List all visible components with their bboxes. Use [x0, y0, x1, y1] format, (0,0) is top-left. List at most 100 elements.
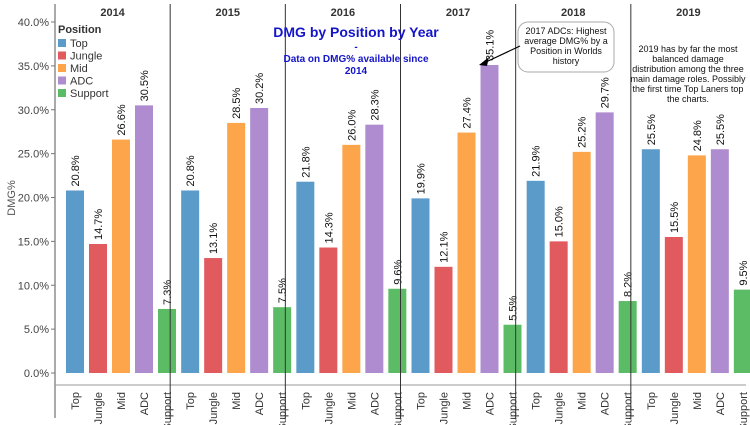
- bar-jungle-2014: [89, 244, 107, 373]
- x-category-label: ADC: [600, 392, 612, 415]
- legend-entry-top: Top: [70, 38, 88, 50]
- year-panel-2019: 2019 25.5% Top 15.5% Jungle 24.8% Mid 25.5% ADC 9…: [630, 4, 750, 425]
- bar-jungle-2016: [319, 247, 338, 373]
- x-category-label: Mid: [116, 392, 128, 410]
- bar-mid-2019: [687, 155, 706, 373]
- chart-subtitle-line-2: Data on DMG% available since: [283, 54, 428, 65]
- year-panel-2017: 2017 19.9% Top 12.1% Jungle 27.4% Mid 35.1% ADC 5…: [400, 4, 522, 425]
- x-category-label: Mid: [577, 392, 589, 410]
- data-label: 26.0%: [346, 109, 358, 140]
- x-category-label: Jungle: [554, 392, 566, 424]
- year-panels: 2014 20.8% Top 14.7% Jungle 26.6% Mid 30.5% ADC 7…: [66, 4, 750, 425]
- x-category-label: ADC: [139, 392, 151, 415]
- legend-entry-jungle: Jungle: [70, 51, 102, 63]
- annotation-2019-line: the charts.: [667, 94, 709, 104]
- x-category-label: Support: [162, 392, 174, 425]
- chart-subtitle-line-3: 2014: [345, 66, 368, 77]
- annotation-2019-line: the first time Top Laners top: [633, 84, 744, 94]
- y-tick-label: 20.0%: [18, 193, 49, 205]
- x-category-label: Top: [416, 392, 428, 410]
- data-label: 28.5%: [231, 88, 243, 119]
- bar-mid-2017: [457, 132, 476, 373]
- panel-year-label: 2014: [100, 7, 125, 19]
- bar-top-2019: [641, 149, 660, 373]
- bar-jungle-2017: [434, 266, 453, 373]
- bar-top-2014: [66, 190, 84, 373]
- legend-swatch-top: [58, 39, 66, 47]
- data-label: 15.0%: [554, 206, 566, 237]
- legend-entry-support: Support: [70, 88, 109, 100]
- x-category-label: Support: [392, 392, 404, 425]
- data-label: 21.9%: [531, 145, 543, 176]
- year-panel-2014: 2014 20.8% Top 14.7% Jungle 26.6% Mid 30.5% ADC 7…: [66, 7, 176, 425]
- data-label: 7.5%: [277, 278, 289, 303]
- bar-adc-2019: [710, 149, 729, 373]
- bar-support-2015: [273, 307, 292, 373]
- bar-mid-2016: [342, 144, 361, 373]
- x-category-label: Mid: [231, 392, 243, 410]
- bar-adc-2014: [135, 105, 153, 374]
- y-tick-label: 30.0%: [18, 105, 49, 117]
- data-label: 29.7%: [600, 77, 612, 108]
- bar-adc-2018: [595, 112, 614, 373]
- x-category-label: Support: [623, 392, 635, 425]
- x-category-label: Jungle: [669, 392, 681, 424]
- x-category-label: Top: [531, 392, 543, 410]
- data-label: 25.5%: [646, 114, 658, 145]
- annotation-2017-line: average DMG% by a: [524, 36, 608, 46]
- annotation-arrow-head: [479, 57, 489, 66]
- data-label: 13.1%: [208, 223, 220, 254]
- bar-adc-2016: [365, 124, 384, 373]
- panel-year-label: 2019: [676, 7, 700, 19]
- data-label: 27.4%: [462, 97, 474, 128]
- bar-support-2019: [733, 289, 750, 373]
- bar-jungle-2018: [549, 241, 568, 373]
- y-axis-label: DMG%: [6, 180, 18, 216]
- data-label: 20.8%: [70, 155, 82, 186]
- data-label: 20.8%: [185, 155, 197, 186]
- bar-mid-2018: [572, 151, 591, 373]
- legend-swatch-jungle: [58, 51, 66, 60]
- x-category-label: ADC: [485, 392, 497, 415]
- bar-top-2018: [526, 180, 545, 373]
- x-category-label: Top: [646, 392, 658, 410]
- data-label: 25.2%: [577, 116, 589, 147]
- annotation-2017-line: 2017 ADCs: Highest: [525, 26, 607, 36]
- x-category-label: Support: [277, 392, 289, 425]
- annotation-2019-line: balanced damage: [652, 54, 724, 64]
- bar-support-2018: [618, 301, 637, 373]
- data-label: 35.1%: [485, 30, 497, 61]
- panel-year-label: 2016: [331, 7, 355, 19]
- y-tick-label: 40.0%: [18, 17, 49, 29]
- x-category-label: Top: [70, 392, 82, 410]
- x-category-label: Mid: [462, 392, 474, 410]
- year-panel-2015: 2015 20.8% Top 13.1% Jungle 28.5% Mid 30.2% ADC 7…: [169, 4, 292, 425]
- data-label: 25.5%: [715, 114, 727, 145]
- data-label: 14.7%: [93, 209, 105, 240]
- bar-adc-2017: [480, 64, 499, 373]
- legend-background: [56, 23, 114, 97]
- bar-support-2017: [503, 324, 522, 373]
- x-category-label: Top: [300, 392, 312, 410]
- annotation-2017-line: Position in Worlds: [530, 46, 602, 56]
- panel-year-label: 2018: [561, 7, 585, 19]
- data-label: 30.5%: [139, 70, 151, 101]
- legend-title: Position: [58, 24, 102, 36]
- x-category-label: Jungle: [439, 392, 451, 424]
- bar-jungle-2019: [664, 236, 683, 373]
- data-label: 9.6%: [392, 259, 404, 284]
- data-label: 9.5%: [738, 260, 750, 285]
- annotation-2019-line: 2019 has by far the most: [638, 44, 738, 54]
- y-tick-label: 0.0%: [24, 368, 49, 380]
- x-category-label: Support: [508, 392, 520, 425]
- x-category-label: Mid: [346, 392, 358, 410]
- bar-adc-2015: [250, 107, 269, 374]
- legend-entry-mid: Mid: [70, 63, 88, 75]
- data-label: 21.8%: [300, 146, 312, 177]
- data-label: 24.8%: [692, 120, 704, 151]
- x-category-label: Support: [738, 392, 750, 425]
- bar-support-2016: [388, 288, 407, 373]
